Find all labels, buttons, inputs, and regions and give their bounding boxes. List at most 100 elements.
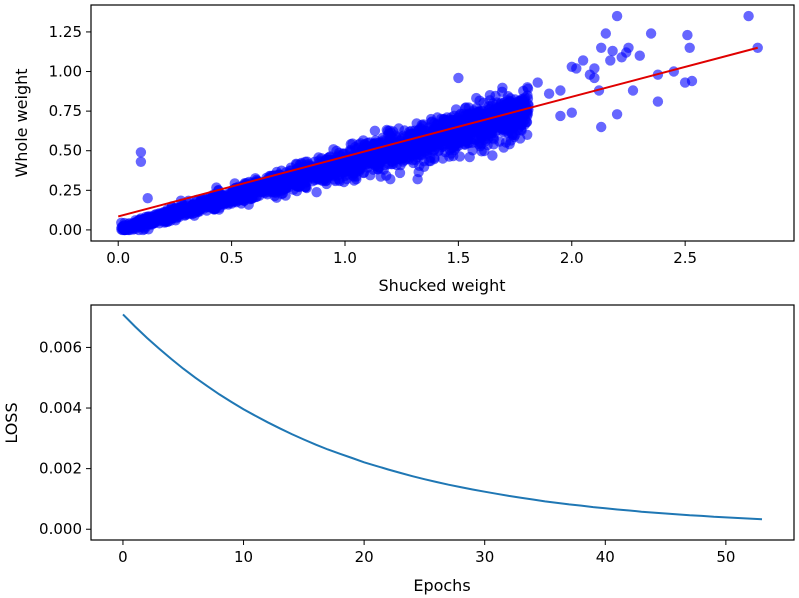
scatter-point [543, 88, 555, 99]
loss-x-ticks: 0 10 20 30 40 50 [118, 540, 735, 566]
scatter-y-axis-label: Whole weight [12, 68, 31, 177]
scatter-point [408, 157, 419, 169]
scatter-point [122, 221, 133, 233]
y-tick-label: 0.50 [49, 142, 82, 160]
scatter-point [201, 194, 213, 206]
y-tick-label: 1.00 [49, 63, 82, 81]
scatter-point [555, 85, 566, 96]
scatter-point [386, 159, 397, 170]
scatter-point [316, 153, 327, 164]
loss-plot-frame [90, 304, 795, 541]
scatter-point [152, 210, 163, 222]
scatter-x-axis-label: Shucked weight [379, 276, 506, 295]
x-tick-label: 1.0 [333, 249, 357, 267]
scatter-point [600, 28, 611, 39]
scatter-point [413, 124, 424, 136]
scatter-point [448, 142, 459, 153]
scatter-point [259, 185, 270, 197]
scatter-point [652, 96, 664, 107]
y-tick-label: 0.002 [39, 460, 82, 478]
x-tick-label: 0.5 [220, 249, 244, 267]
scatter-point [496, 86, 508, 98]
scatter-point [491, 102, 503, 113]
scatter-point [394, 167, 406, 179]
regression-fit-line-group [117, 46, 758, 218]
y-tick-label: 0.75 [49, 102, 82, 120]
scatter-point [163, 211, 174, 222]
scatter-point [682, 29, 693, 41]
x-tick-label: 20 [355, 548, 374, 566]
scatter-point [140, 211, 151, 223]
scatter-point [135, 156, 147, 167]
scatter-point [402, 145, 413, 157]
scatter-point [370, 137, 381, 148]
scatter-point [183, 207, 194, 218]
scatter-point [684, 42, 695, 53]
scatter-point [372, 164, 384, 175]
scatter-point [596, 121, 607, 133]
y-tick-label: 0.006 [39, 338, 82, 356]
scatter-point [475, 139, 487, 150]
x-tick-label: 30 [475, 548, 494, 566]
scatter-point [271, 183, 283, 194]
scatter-y-ticks: 0.00 0.25 0.50 0.75 1.00 1.25 [49, 23, 91, 239]
scatter-point [517, 97, 529, 108]
scatter-point [627, 85, 639, 96]
scatter-point [423, 155, 435, 167]
x-tick-label: 0.0 [106, 249, 130, 267]
x-tick-label: 1.5 [446, 249, 470, 267]
scatter-point [607, 45, 618, 57]
scatter-point [405, 125, 417, 137]
scatter-point [412, 174, 423, 185]
x-tick-label: 40 [596, 548, 615, 566]
scatter-point [577, 55, 589, 66]
scatter-plot-frame [90, 4, 795, 242]
y-tick-label: 0.00 [49, 221, 82, 239]
y-tick-label: 0.000 [39, 520, 82, 538]
scatter-point [634, 50, 645, 61]
scatter-point [295, 172, 306, 183]
loss-x-axis-label: Epochs [413, 576, 470, 595]
scatter-point [566, 107, 577, 118]
scatter-point [596, 42, 607, 53]
scatter-point [487, 150, 498, 161]
y-tick-label: 0.004 [39, 399, 82, 417]
scatter-point [266, 175, 278, 186]
scatter-point [589, 63, 600, 74]
scatter-point [135, 147, 147, 158]
scatter-point [453, 72, 464, 84]
regression-fit-line [117, 46, 758, 218]
scatter-point [142, 193, 153, 204]
scatter-point [338, 161, 349, 172]
y-tick-label: 0.25 [49, 181, 82, 199]
scatter-point [385, 130, 396, 142]
loss-curve [122, 313, 763, 521]
scatter-point [623, 42, 634, 53]
x-tick-label: 10 [234, 548, 253, 566]
scatter-point [589, 72, 600, 84]
scatter-point [571, 63, 582, 74]
scatter-point [686, 75, 698, 87]
x-tick-label: 2.5 [673, 249, 697, 267]
scatter-points [116, 10, 763, 236]
x-tick-label: 50 [716, 548, 735, 566]
scatter-point [354, 160, 365, 172]
scatter-point [463, 137, 474, 149]
x-tick-label: 2.0 [560, 249, 584, 267]
y-tick-label: 1.25 [49, 23, 82, 41]
scatter-point [341, 169, 353, 180]
scatter-point [365, 170, 376, 181]
scatter-point [292, 181, 304, 192]
scatter-point [345, 139, 356, 150]
scatter-point [485, 125, 497, 136]
scatter-point [611, 109, 623, 120]
scatter-point [512, 113, 523, 125]
scatter-point [555, 110, 566, 122]
x-tick-label: 0 [118, 548, 128, 566]
scatter-point [532, 77, 543, 88]
scatter-point [509, 129, 521, 141]
scatter-point [498, 142, 509, 153]
scatter-point [464, 151, 475, 163]
